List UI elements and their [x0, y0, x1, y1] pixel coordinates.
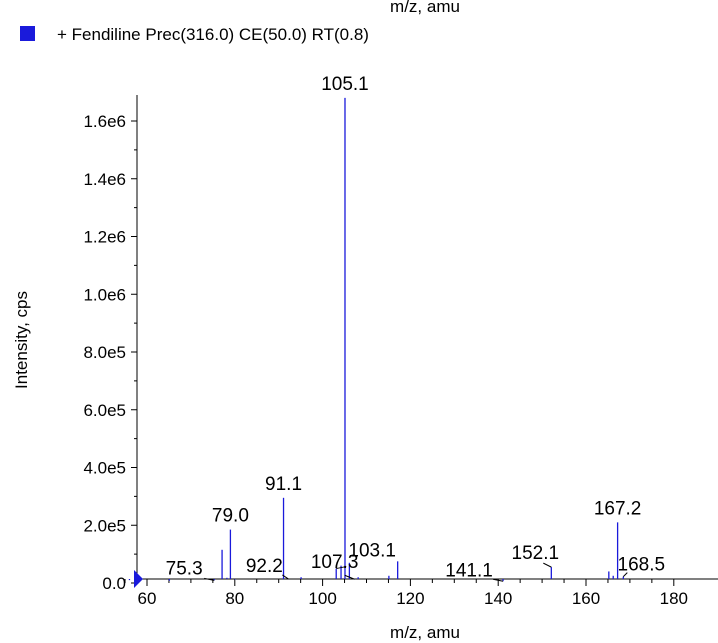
y-tick-label: 1.4e6: [83, 170, 126, 189]
peak-label-leader: [492, 578, 504, 582]
peak-label: 75.3: [166, 558, 203, 579]
peak-label: 105.1: [321, 74, 369, 95]
x-tick-label: 60: [138, 589, 157, 608]
y-tick-label: 4.0e5: [83, 459, 126, 478]
x-axis-label: m/z, amu: [390, 623, 460, 642]
x-tick-label: 120: [396, 589, 424, 608]
y-tick-label: 0.0: [102, 574, 126, 593]
baseline-marker: [134, 570, 143, 588]
y-tick-label: 2.0e5: [83, 516, 126, 535]
plot-area: 0.0 2.0e5 4.0e5 6.0e5 8.0e5 1.0e6 1.2e6 1.4e6 1.…: [83, 74, 718, 608]
peak-label: 168.5: [618, 555, 666, 576]
peak-label-leader: [282, 574, 289, 580]
y-tick-label: 6.0e5: [83, 401, 126, 420]
peak-label: 103.1: [348, 541, 396, 562]
peak-label: 141.1: [445, 560, 493, 581]
peak-label-leader: [204, 577, 215, 581]
peak-label-leader: [344, 574, 355, 580]
x-tick-label: 140: [484, 589, 512, 608]
peak-label: 91.1: [265, 474, 302, 495]
x-tick-label: 180: [660, 589, 688, 608]
peak-label: 79.0: [212, 506, 249, 527]
peak-label-leader: [622, 572, 628, 578]
y-tick-label: 1.2e6: [83, 228, 126, 247]
y-tick-label: 8.0e5: [83, 343, 126, 362]
x-tick-label: 80: [225, 589, 244, 608]
peak-label: 107.3: [311, 552, 359, 573]
clipped-axis-label: m/z, amu: [390, 0, 460, 16]
legend-label: + Fendiline Prec(316.0) CE(50.0) RT(0.8): [57, 25, 369, 44]
y-axis-label: Intensity, cps: [12, 291, 31, 389]
peak-label: 92.2: [246, 556, 283, 577]
x-tick-label: 160: [572, 589, 600, 608]
peak-label: 167.2: [594, 498, 642, 519]
y-tick-label: 1.6e6: [83, 112, 126, 131]
peak-label-leader: [543, 562, 552, 568]
legend-swatch: [20, 26, 35, 41]
peak-label: 152.1: [512, 543, 560, 564]
x-tick-label: 100: [308, 589, 336, 608]
peak-label-leader: [336, 566, 347, 570]
y-tick-label: 1.0e6: [83, 285, 126, 304]
